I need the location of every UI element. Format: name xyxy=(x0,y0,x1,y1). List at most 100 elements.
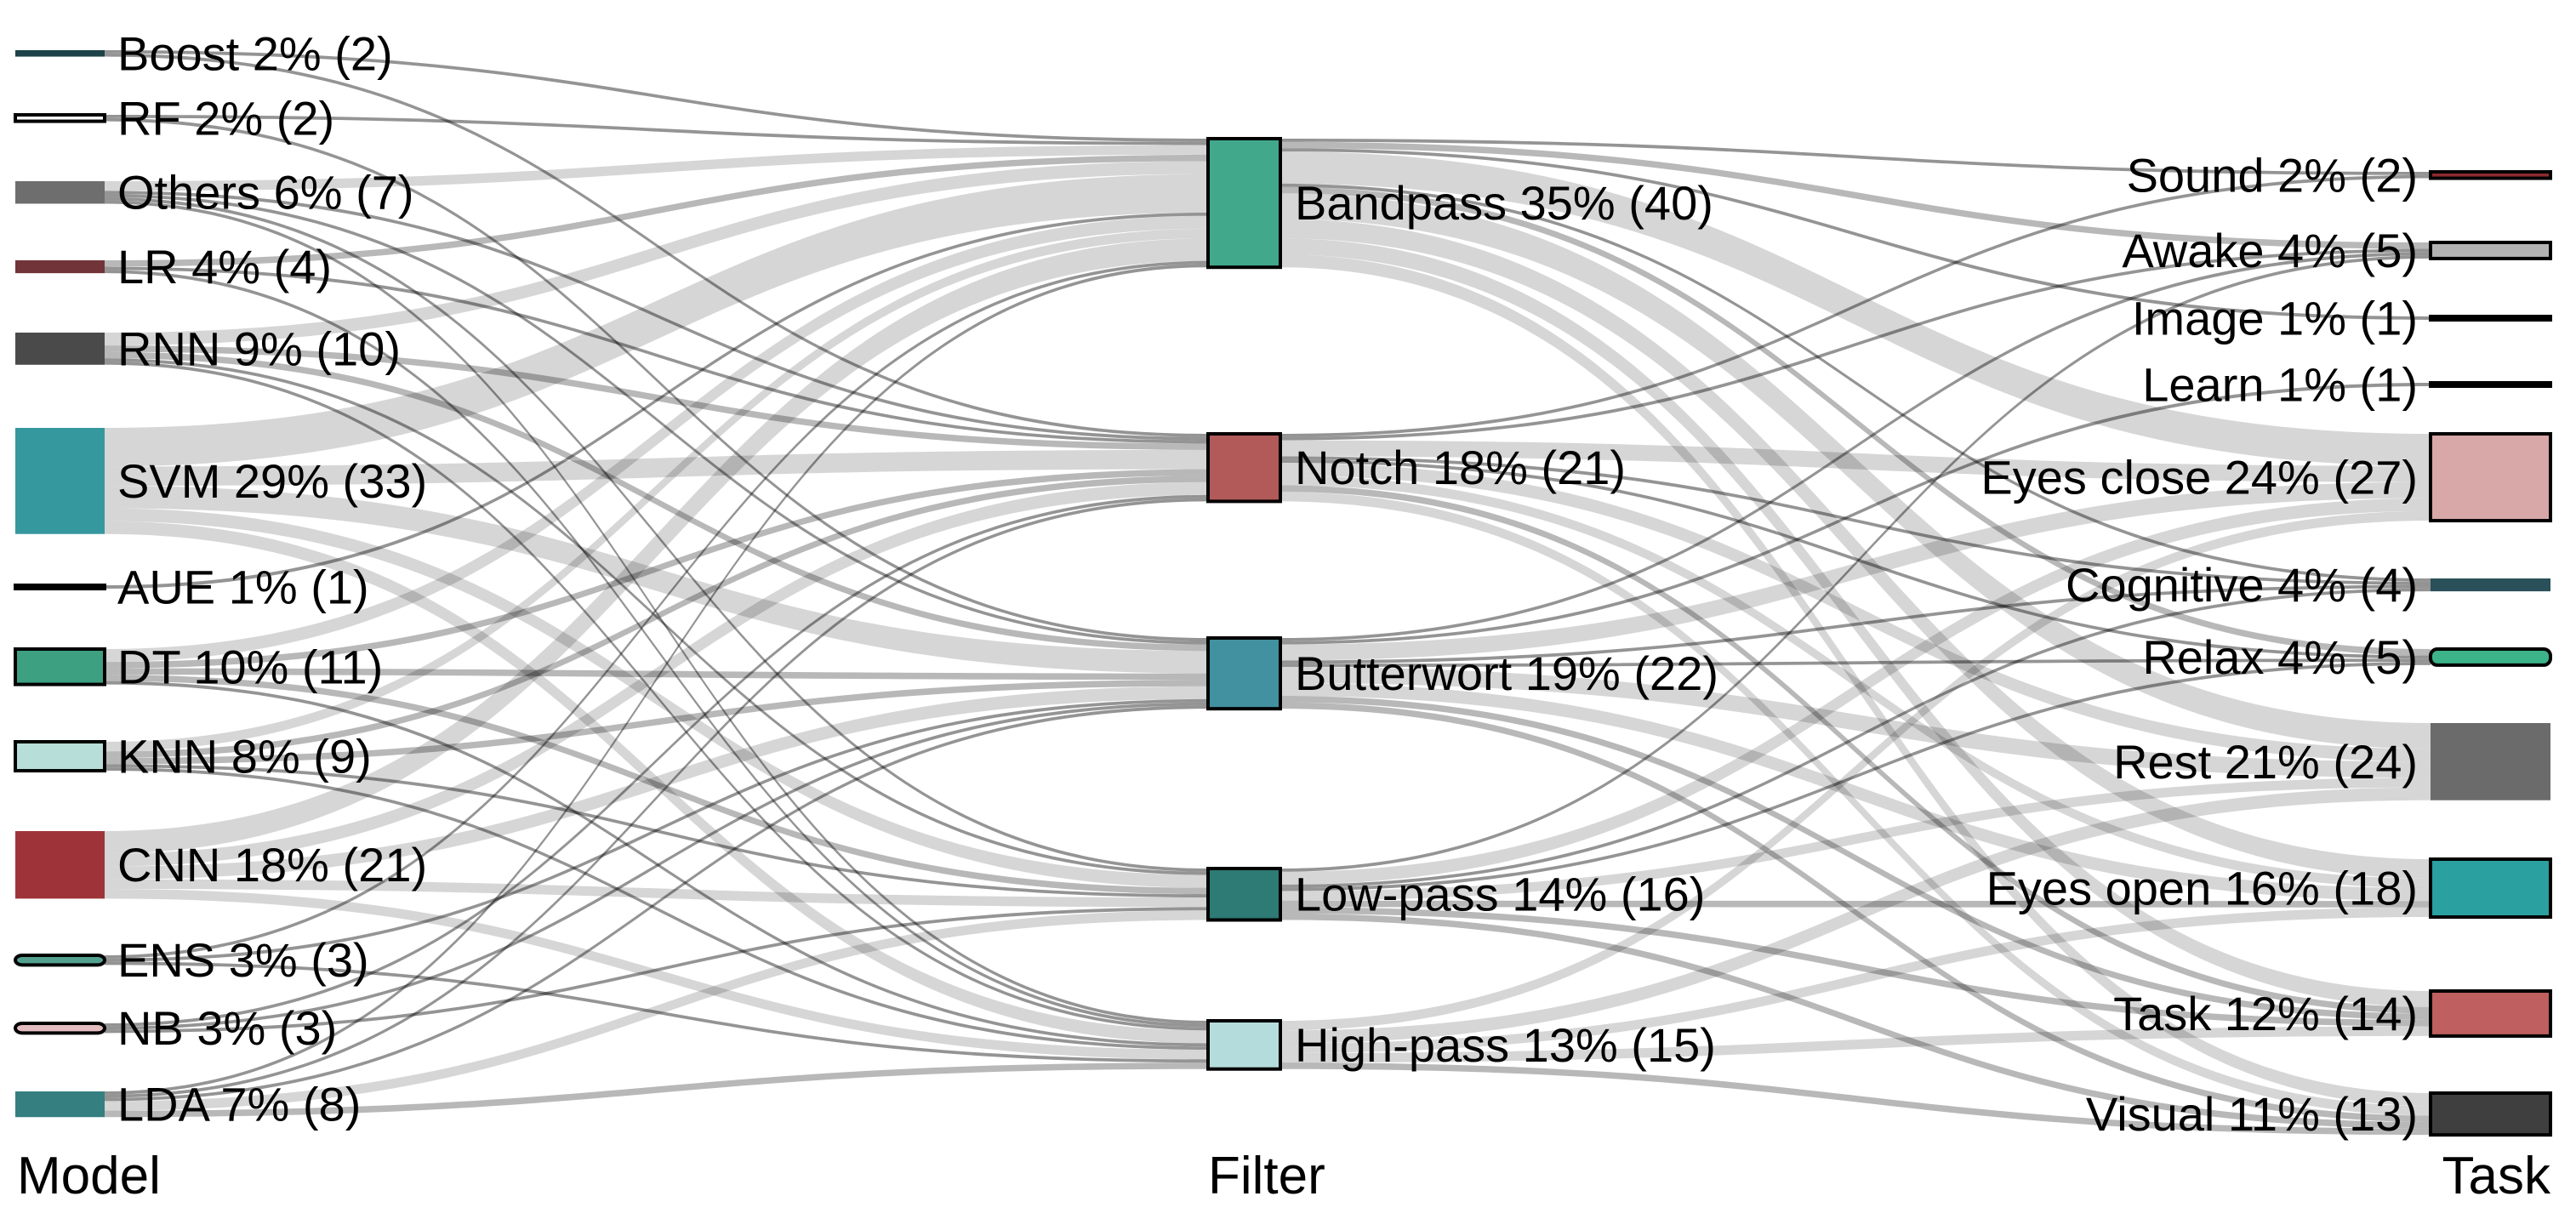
node-label-cognitive: Cognitive 4% (4) xyxy=(2066,558,2418,612)
sankey-link-notch-to-visual xyxy=(1280,492,2431,1116)
sankey-link-butterwort-to-relax xyxy=(1280,658,2431,668)
node-label-lda: LDA 7% (8) xyxy=(117,1078,361,1131)
node-label-others: Others 6% (7) xyxy=(117,166,414,219)
sankey-link-svm-to-bandpass xyxy=(105,174,1208,467)
sankey-link-butterwort-to-cognitive xyxy=(1280,584,2431,664)
sankey-link-svm-to-butterwort xyxy=(105,486,1208,674)
sankey-node-relax xyxy=(2429,647,2552,667)
sankey-node-rnn xyxy=(15,333,105,365)
sankey-link-cnn-to-bandpass xyxy=(105,238,1208,854)
sankey-link-bandpass-to-awake xyxy=(1280,141,2431,249)
sankey-link-knn-to-butterwort xyxy=(105,680,1208,765)
sankey-link-high-pass-to-eyes-close xyxy=(1280,510,2431,1031)
sankey-node-visual xyxy=(2429,1091,2552,1137)
sankey-link-high-pass-to-eyes-open xyxy=(1280,907,2431,1053)
node-label-eyes-open: Eyes open 16% (18) xyxy=(1986,862,2418,915)
sankey-link-low-pass-to-eyes-close xyxy=(1280,498,2431,885)
sankey-link-low-pass-to-visual xyxy=(1280,913,2431,1129)
sankey-link-high-pass-to-rest xyxy=(1280,787,2431,1044)
sankey-link-ens-to-high-pass xyxy=(105,961,1208,1063)
sankey-nodes-layer xyxy=(14,50,2552,1137)
node-label-notch: Notch 18% (21) xyxy=(1295,441,1626,494)
node-label-high-pass: High-pass 13% (15) xyxy=(1295,1018,1716,1072)
sankey-node-cognitive xyxy=(2431,578,2550,592)
sankey-link-notch-to-rest xyxy=(1280,463,2431,762)
sankey-node-nb xyxy=(14,1022,106,1035)
sankey-link-low-pass-to-awake xyxy=(1280,255,2431,872)
sankey-link-butterwort-to-task xyxy=(1280,696,2431,1021)
node-label-nb: NB 3% (3) xyxy=(117,1001,337,1055)
sankey-node-image xyxy=(2429,315,2552,322)
sankey-link-others-to-notch xyxy=(105,191,1208,441)
sankey-link-cnn-to-notch xyxy=(105,481,1208,867)
sankey-link-rnn-to-high-pass xyxy=(105,362,1208,1031)
sankey-node-aue xyxy=(14,584,106,590)
sankey-link-lda-to-butterwort xyxy=(105,705,1208,1102)
sankey-link-notch-to-eyes-close xyxy=(1280,440,2431,482)
sankey-link-others-to-butterwort xyxy=(105,194,1208,645)
sankey-link-cnn-to-high-pass xyxy=(105,889,1208,1060)
sankey-link-others-to-low-pass xyxy=(105,197,1208,872)
sankey-node-lda xyxy=(15,1091,105,1118)
sankey-link-butterwort-to-rest xyxy=(1280,667,2431,778)
sankey-link-notch-to-relax xyxy=(1280,459,2431,659)
sankey-link-lda-to-notch xyxy=(105,498,1208,1098)
sankey-link-rf-to-butterwort xyxy=(105,117,1208,641)
sankey-node-notch xyxy=(1206,432,1282,504)
sankey-node-butterwort xyxy=(1206,636,1282,711)
column-label-task: Task xyxy=(2442,1147,2550,1205)
sankey-link-low-pass-to-rest xyxy=(1280,778,2431,901)
node-label-rnn: RNN 9% (10) xyxy=(117,322,401,375)
node-label-boost: Boost 2% (2) xyxy=(117,26,393,80)
sankey-link-bandpass-to-image xyxy=(1280,148,2431,320)
sankey-link-bandpass-to-visual xyxy=(1280,254,2431,1107)
sankey-link-ens-to-butterwort xyxy=(105,698,1208,962)
node-label-cnn: CNN 18% (21) xyxy=(117,838,427,891)
sankey-labels-layer: Boost 2% (2) RF 2% (2) Others 6% (7) LR 4% … xyxy=(117,26,2418,1141)
node-label-knn: KNN 8% (9) xyxy=(117,730,372,783)
sankey-node-boost xyxy=(15,50,105,57)
node-label-image: Image 1% (1) xyxy=(2132,292,2418,345)
sankey-link-lr-to-high-pass xyxy=(105,270,1208,1028)
sankey-link-nb-to-notch xyxy=(105,494,1208,1027)
node-label-dt: DT 10% (11) xyxy=(117,640,383,693)
node-label-awake: Awake 4% (5) xyxy=(2122,224,2418,277)
sankey-node-task xyxy=(2429,989,2552,1038)
sankey-link-cnn-to-low-pass xyxy=(105,879,1208,908)
node-label-rest: Rest 21% (24) xyxy=(2113,735,2418,789)
sankey-link-boost-to-bandpass xyxy=(105,50,1208,142)
sankey-link-dt-to-low-pass xyxy=(105,675,1208,895)
node-label-learn: Learn 1% (1) xyxy=(2142,358,2418,412)
sankey-link-bandpass-to-sound xyxy=(1280,139,2431,175)
sankey-node-learn xyxy=(2429,381,2552,388)
sankey-link-svm-to-notch xyxy=(105,449,1208,487)
sankey-link-svm-to-low-pass xyxy=(105,508,1208,888)
sankey-links-layer xyxy=(105,50,2431,1136)
sankey-link-high-pass-to-visual xyxy=(1280,1062,2431,1136)
sankey-link-bandpass-to-cognitive xyxy=(1280,183,2431,582)
sankey-node-high-pass xyxy=(1206,1019,1282,1071)
node-label-relax: Relax 4% (5) xyxy=(2142,630,2418,684)
sankey-link-cnn-to-butterwort xyxy=(105,686,1208,880)
sankey-link-butterwort-to-eyes-close xyxy=(1280,481,2431,661)
sankey-link-others-to-bandpass xyxy=(105,145,1208,191)
sankey-link-butterwort-to-learn xyxy=(1280,383,2431,645)
sankey-link-knn-to-low-pass xyxy=(105,764,1208,898)
node-label-rf: RF 2% (2) xyxy=(117,91,334,145)
sankey-link-knn-to-notch xyxy=(105,476,1208,758)
sankey-link-rnn-to-bandpass xyxy=(105,161,1208,346)
node-label-eyes-close: Eyes close 24% (27) xyxy=(1980,451,2418,504)
sankey-link-high-pass-to-task xyxy=(1280,1026,2431,1063)
sankey-link-low-pass-to-task xyxy=(1280,907,2431,1027)
sankey-link-lr-to-notch xyxy=(105,266,1208,444)
sankey-link-rnn-to-butterwort xyxy=(105,351,1208,652)
sankey-link-bandpass-to-eyes-open xyxy=(1280,219,2431,879)
node-label-bandpass: Bandpass 35% (40) xyxy=(1295,176,1713,230)
sankey-link-low-pass-to-relax xyxy=(1280,662,2431,891)
sankey-link-notch-to-sound xyxy=(1280,174,2431,437)
sankey-link-dt-to-notch xyxy=(105,469,1208,669)
sankey-node-ens xyxy=(14,954,106,967)
sankey-node-eyes-close xyxy=(2429,432,2552,523)
